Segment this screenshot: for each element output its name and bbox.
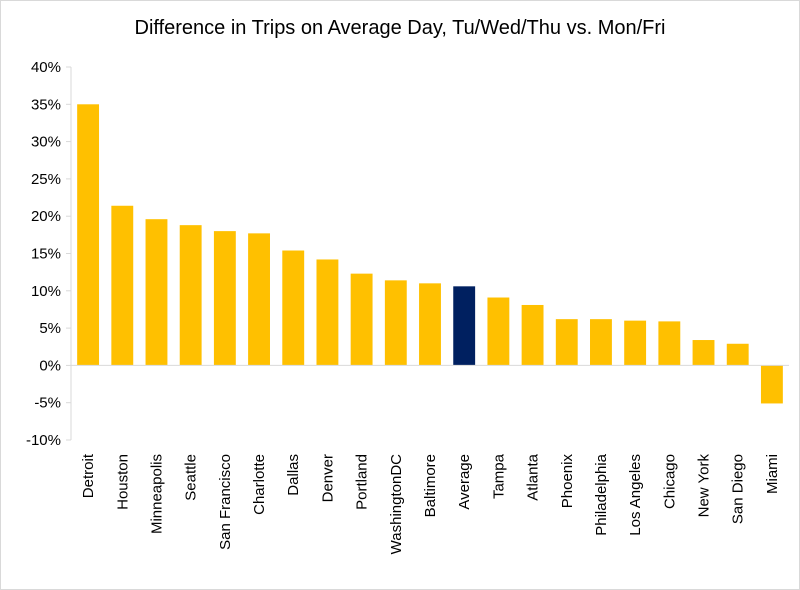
x-tick-label: Charlotte bbox=[251, 454, 268, 515]
y-tick-label: 30% bbox=[31, 134, 61, 151]
x-tick-label: Baltimore bbox=[422, 454, 439, 517]
x-tick-label: Denver bbox=[319, 454, 336, 502]
bar bbox=[213, 231, 236, 366]
y-tick-label: 5% bbox=[39, 320, 61, 337]
x-tick-label: Average bbox=[456, 454, 473, 510]
bar bbox=[248, 233, 270, 366]
x-tick-label: Los Angeles bbox=[627, 454, 644, 536]
bar bbox=[521, 304, 544, 366]
bar bbox=[726, 343, 749, 366]
bar bbox=[77, 104, 100, 366]
bar bbox=[487, 297, 510, 366]
bar bbox=[316, 259, 339, 366]
bar bbox=[453, 286, 476, 366]
x-tick-label: San Diego bbox=[730, 454, 747, 524]
x-tick-label: New York bbox=[696, 454, 713, 518]
bar bbox=[111, 205, 134, 366]
x-tick-label: Minneapolis bbox=[148, 454, 165, 534]
y-tick-label: 10% bbox=[31, 283, 61, 300]
x-tick-label: WashingtonDC bbox=[388, 454, 405, 554]
bar bbox=[555, 319, 578, 366]
y-tick-label: 0% bbox=[39, 357, 61, 374]
x-tick-label: Houston bbox=[114, 454, 131, 510]
x-tick-label: Phoenix bbox=[559, 454, 576, 509]
bar bbox=[624, 320, 647, 366]
x-tick-label: San Francisco bbox=[217, 454, 234, 550]
x-tick-label: Tampa bbox=[490, 453, 507, 499]
y-tick-label: 35% bbox=[31, 96, 61, 113]
x-tick-label: Miami bbox=[764, 454, 781, 494]
x-tick-label: Philadelphia bbox=[593, 453, 610, 535]
bar bbox=[760, 365, 783, 404]
bar bbox=[350, 273, 373, 366]
bar bbox=[282, 250, 305, 366]
bar bbox=[384, 280, 407, 366]
bar bbox=[658, 321, 681, 366]
y-tick-label: -5% bbox=[34, 395, 61, 412]
bar bbox=[145, 219, 168, 366]
bar bbox=[179, 225, 202, 366]
x-tick-label: Chicago bbox=[661, 454, 678, 509]
y-tick-label: 25% bbox=[31, 171, 61, 188]
y-tick-label: 15% bbox=[31, 246, 61, 263]
y-tick-label: -10% bbox=[26, 432, 61, 449]
x-tick-label: Atlanta bbox=[525, 453, 542, 500]
y-tick-label: 20% bbox=[31, 208, 61, 225]
bar bbox=[692, 340, 715, 366]
x-tick-label: Dallas bbox=[285, 454, 302, 496]
bar bbox=[419, 283, 441, 366]
x-tick-label: Portland bbox=[354, 454, 371, 510]
y-tick-label: 40% bbox=[31, 59, 61, 76]
x-tick-label: Detroit bbox=[80, 453, 97, 498]
x-tick-label: Seattle bbox=[183, 454, 200, 501]
bar bbox=[590, 319, 612, 366]
chart-title: Difference in Trips on Average Day, Tu/W… bbox=[134, 17, 666, 39]
